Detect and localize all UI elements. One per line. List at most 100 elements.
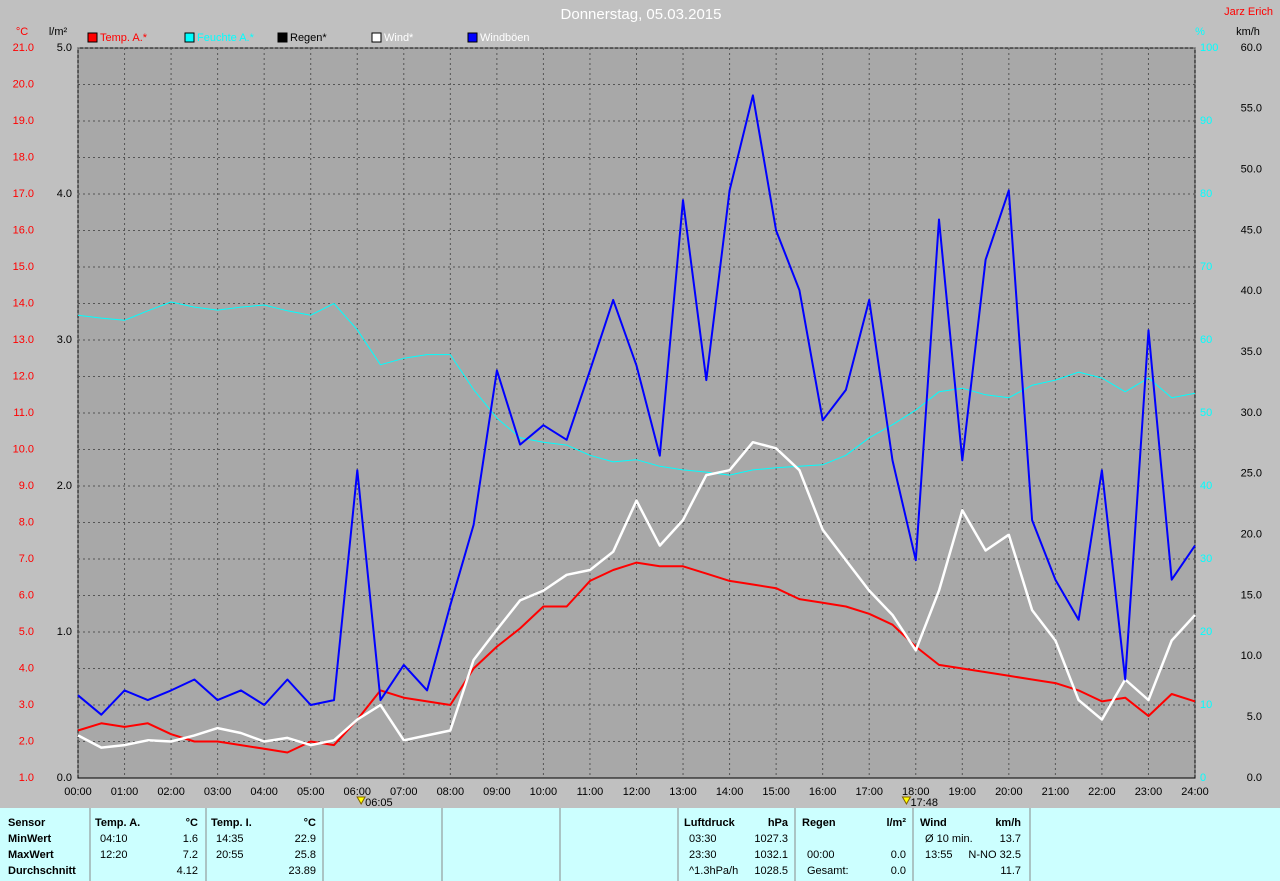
- legend-label: Windböen: [480, 32, 530, 44]
- x-tick-label: 11:00: [577, 786, 604, 798]
- series-line: [77, 301, 1196, 476]
- x-tick-label: 24:00: [1181, 786, 1209, 798]
- stats-header: Temp. I.: [211, 817, 252, 829]
- y2-tick-label: 1.0: [57, 626, 72, 638]
- y4-tick-label: 15.0: [1241, 589, 1262, 601]
- stats-header: Luftdruck: [684, 817, 736, 829]
- y-tick-label: 5.0: [19, 626, 34, 638]
- series-line: [77, 440, 1196, 749]
- x-tick-label: 09:00: [483, 786, 511, 798]
- y-tick-label: 19.0: [13, 115, 34, 127]
- stats-panel: [0, 808, 1280, 881]
- stats-time: 00:00: [807, 849, 835, 861]
- y-axis-unit: °C: [16, 26, 28, 38]
- legend-swatch: [87, 32, 98, 43]
- stats-row-label: Sensor: [8, 817, 46, 829]
- stats-time: 20:55: [216, 849, 244, 861]
- sun-marker: [901, 796, 912, 806]
- x-tick-label: 02:00: [157, 786, 185, 798]
- stats-header: Regen: [802, 817, 836, 829]
- x-tick-label: 18:00: [902, 786, 930, 798]
- x-tick-label: 04:00: [250, 786, 278, 798]
- stats-header: Wind: [920, 817, 947, 829]
- stats-value: 13.7: [1000, 833, 1021, 845]
- y-tick-label: 9.0: [19, 480, 34, 492]
- y3-tick-label: 80: [1200, 188, 1212, 200]
- stats-value: 0.0: [891, 865, 906, 877]
- x-tick-label: 00:00: [64, 786, 92, 798]
- chart-title: Donnerstag, 05.03.2015: [561, 6, 722, 23]
- stats-unit: l/m²: [886, 817, 906, 829]
- x-tick-label: 16:00: [809, 786, 837, 798]
- legend-label: Feuchte A.*: [197, 32, 255, 44]
- y4-tick-label: 40.0: [1241, 285, 1262, 297]
- y3-tick-label: 30: [1200, 553, 1212, 565]
- y3-tick-label: 100: [1200, 42, 1218, 54]
- legend-label: Wind*: [384, 32, 414, 44]
- stats-row-label: MinWert: [8, 833, 52, 845]
- x-tick-label: 12:00: [623, 786, 651, 798]
- stats-value: 1027.3: [754, 833, 788, 845]
- y-tick-label: 6.0: [19, 589, 34, 601]
- stats-time: 12:20: [100, 849, 128, 861]
- x-tick-label: 13:00: [669, 786, 697, 798]
- legend-swatch: [371, 32, 382, 43]
- x-tick-label: 08:00: [437, 786, 465, 798]
- y4-tick-label: 5.0: [1247, 711, 1262, 723]
- y4-axis-unit: km/h: [1236, 26, 1260, 38]
- y3-tick-label: 70: [1200, 261, 1212, 273]
- x-tick-label: 21:00: [1042, 786, 1070, 798]
- y-tick-label: 11.0: [13, 407, 34, 419]
- stats-unit: °C: [304, 817, 316, 829]
- stats-value: 22.9: [295, 833, 316, 845]
- y3-tick-label: 0: [1200, 772, 1206, 784]
- annotation-label: 17:48: [910, 797, 938, 809]
- x-tick-label: 20:00: [995, 786, 1023, 798]
- y4-tick-label: 45.0: [1241, 224, 1262, 236]
- stats-time: Ø 10 min.: [925, 833, 973, 845]
- stats-time: 04:10: [100, 833, 128, 845]
- y3-tick-label: 60: [1200, 334, 1212, 346]
- y4-tick-label: 0.0: [1247, 772, 1262, 784]
- stats-row-label: MaxWert: [8, 849, 54, 861]
- y4-tick-label: 10.0: [1241, 650, 1262, 662]
- stats-value: 0.0: [891, 849, 906, 861]
- stats-time: 23:30: [689, 849, 717, 861]
- y2-tick-label: 3.0: [57, 334, 72, 346]
- legend-label: Regen*: [290, 32, 327, 44]
- x-tick-label: 23:00: [1135, 786, 1163, 798]
- author: Jarz Erich: [1224, 6, 1273, 18]
- stats-value: 1032.1: [754, 849, 788, 861]
- x-tick-label: 01:00: [111, 786, 139, 798]
- y-tick-label: 2.0: [19, 735, 34, 747]
- y3-tick-label: 40: [1200, 480, 1212, 492]
- x-tick-label: 10:00: [530, 786, 558, 798]
- y4-tick-label: 30.0: [1241, 407, 1262, 419]
- y-tick-label: 15.0: [13, 261, 34, 273]
- y-tick-label: 14.0: [13, 297, 34, 309]
- y2-tick-label: 5.0: [57, 42, 72, 54]
- y-tick-label: 10.0: [13, 443, 34, 455]
- y-tick-label: 21.0: [13, 42, 34, 54]
- legend-label: Temp. A.*: [100, 32, 148, 44]
- y4-tick-label: 25.0: [1241, 468, 1262, 480]
- y-tick-label: 1.0: [19, 772, 34, 784]
- stats-row-label: Durchschnitt: [8, 865, 76, 877]
- stats-value: 1028.5: [754, 865, 788, 877]
- y2-axis-unit: l/m²: [49, 26, 68, 38]
- x-tick-label: 06:00: [343, 786, 371, 798]
- y2-tick-label: 2.0: [57, 480, 72, 492]
- stats-unit: km/h: [995, 817, 1021, 829]
- y4-tick-label: 55.0: [1241, 103, 1262, 115]
- stats-time: 03:30: [689, 833, 717, 845]
- y3-tick-label: 90: [1200, 115, 1212, 127]
- y3-tick-label: 20: [1200, 626, 1212, 638]
- annotation-label: 06:05: [365, 797, 393, 809]
- stats-value: 7.2: [183, 849, 198, 861]
- stats-time: ^1.3hPa/h: [689, 865, 738, 877]
- x-tick-label: 05:00: [297, 786, 325, 798]
- y4-tick-label: 20.0: [1241, 529, 1262, 541]
- y-tick-label: 17.0: [13, 188, 34, 200]
